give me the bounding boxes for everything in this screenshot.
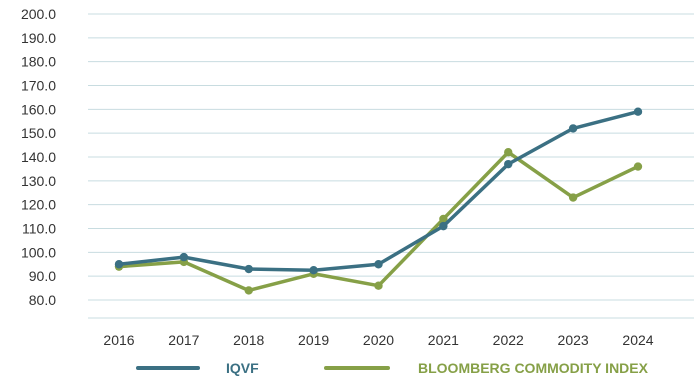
data-point (309, 266, 318, 275)
y-tick-label: 120.0 (21, 197, 56, 213)
x-tick-label: 2021 (428, 332, 459, 348)
series-lines (114, 107, 643, 295)
gridlines (88, 13, 694, 301)
y-tick-label: 190.0 (21, 30, 56, 46)
x-tick-label: 2018 (233, 332, 264, 348)
y-tick-label: 140.0 (21, 149, 56, 165)
series-line (117, 150, 640, 293)
y-tick-label: 80.0 (29, 292, 56, 308)
data-point (439, 221, 448, 231)
x-tick-label: 2022 (493, 332, 524, 348)
series-bloomberg-commodity-index (114, 148, 643, 295)
y-axis-tick-labels: 80.0 90.0 100.0 110.0 120.0 130.0 140.0 150.0 16… (21, 6, 56, 308)
y-tick-label: 170.0 (21, 78, 56, 94)
legend-label: BLOOMBERG COMMODITY INDEX (418, 360, 649, 376)
x-tick-label: 2024 (622, 332, 653, 348)
x-tick-label: 2017 (168, 332, 199, 348)
data-point (374, 260, 383, 269)
y-tick-label: 200.0 (21, 6, 56, 22)
data-point (244, 264, 253, 274)
data-point (179, 252, 189, 262)
legend-label: IQVF (226, 360, 259, 376)
y-tick-label: 160.0 (21, 101, 56, 117)
x-tick-label: 2020 (363, 332, 394, 348)
data-point (244, 286, 253, 295)
series-line (117, 109, 640, 272)
x-axis-tick-labels: 2016 2017 2018 2019 2020 2021 2022 2023 2024 (103, 332, 653, 348)
y-tick-label: 150.0 (21, 125, 56, 141)
data-point (568, 124, 578, 133)
data-point (439, 214, 448, 224)
legend: IQVF BLOOMBERG COMMODITY INDEX (136, 360, 649, 376)
series-iqvf (114, 107, 643, 275)
y-tick-label: 90.0 (29, 268, 56, 284)
data-point (504, 148, 513, 157)
y-tick-label: 110.0 (22, 221, 56, 237)
y-tick-label: 100.0 (21, 244, 56, 260)
data-point (633, 107, 643, 116)
data-point (114, 260, 124, 269)
y-tick-label: 180.0 (21, 54, 56, 70)
data-point (633, 162, 643, 171)
x-tick-label: 2019 (298, 332, 329, 348)
data-point (568, 193, 578, 202)
x-tick-label: 2023 (558, 332, 589, 348)
y-tick-label: 130.0 (21, 173, 56, 189)
data-point (504, 159, 513, 169)
data-point (374, 281, 383, 290)
x-tick-label: 2016 (103, 332, 134, 348)
